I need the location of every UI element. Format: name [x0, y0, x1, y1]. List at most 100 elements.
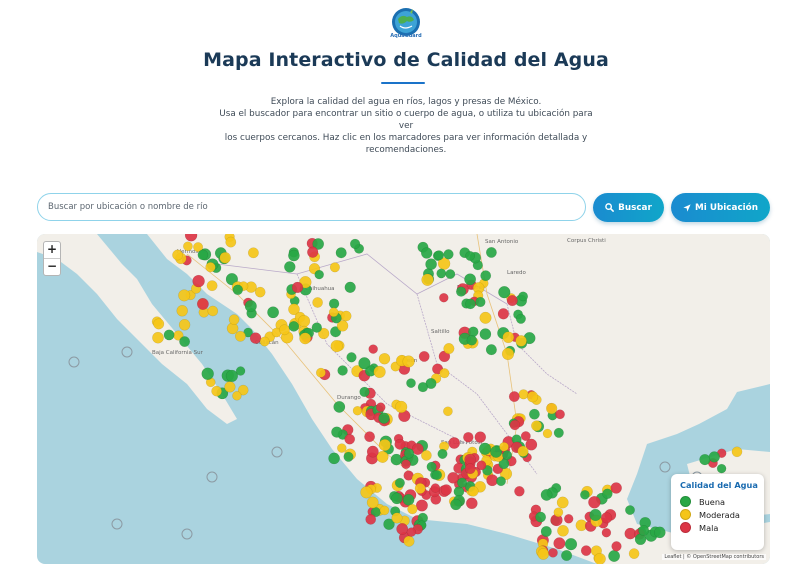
- water-quality-marker[interactable]: [406, 378, 416, 388]
- water-quality-marker[interactable]: [402, 355, 415, 368]
- water-quality-marker[interactable]: [542, 428, 553, 439]
- water-quality-marker[interactable]: [391, 512, 403, 524]
- water-quality-marker[interactable]: [490, 445, 503, 458]
- water-quality-marker[interactable]: [548, 547, 558, 558]
- water-quality-marker[interactable]: [314, 269, 324, 280]
- water-quality-marker[interactable]: [437, 257, 451, 270]
- water-quality-marker[interactable]: [466, 335, 478, 346]
- water-quality-marker[interactable]: [401, 459, 411, 470]
- water-quality-marker[interactable]: [556, 496, 569, 509]
- water-quality-marker[interactable]: [535, 511, 547, 523]
- zoom-out-button[interactable]: −: [44, 258, 60, 275]
- water-quality-marker[interactable]: [455, 286, 467, 297]
- water-quality-marker[interactable]: [420, 247, 433, 259]
- water-quality-marker[interactable]: [563, 514, 574, 524]
- water-quality-marker[interactable]: [259, 336, 270, 347]
- water-quality-marker[interactable]: [183, 241, 193, 252]
- water-quality-marker[interactable]: [561, 549, 573, 562]
- water-quality-marker[interactable]: [520, 431, 531, 442]
- water-quality-marker[interactable]: [207, 305, 219, 317]
- water-quality-marker[interactable]: [638, 525, 650, 536]
- water-quality-marker[interactable]: [485, 344, 497, 356]
- empty-site-marker[interactable]: [68, 356, 80, 368]
- water-quality-marker[interactable]: [608, 550, 621, 562]
- water-quality-marker[interactable]: [391, 492, 403, 505]
- water-quality-marker[interactable]: [365, 514, 377, 525]
- water-quality-marker[interactable]: [184, 234, 198, 242]
- water-quality-marker[interactable]: [465, 298, 476, 310]
- water-quality-marker[interactable]: [172, 249, 184, 261]
- water-quality-marker[interactable]: [421, 450, 432, 461]
- water-quality-marker[interactable]: [601, 527, 612, 538]
- water-quality-marker[interactable]: [602, 488, 613, 500]
- water-quality-marker[interactable]: [337, 443, 347, 453]
- water-quality-marker[interactable]: [546, 402, 558, 415]
- water-quality-marker[interactable]: [588, 496, 601, 509]
- water-quality-marker[interactable]: [375, 402, 386, 413]
- water-quality-marker[interactable]: [378, 352, 391, 365]
- water-quality-marker[interactable]: [235, 366, 246, 376]
- water-quality-marker[interactable]: [580, 489, 590, 500]
- water-quality-marker[interactable]: [406, 527, 417, 537]
- water-quality-marker[interactable]: [394, 477, 405, 488]
- water-quality-marker[interactable]: [478, 442, 492, 455]
- water-quality-marker[interactable]: [518, 389, 529, 400]
- water-quality-marker[interactable]: [502, 450, 513, 461]
- water-quality-marker[interactable]: [297, 314, 311, 328]
- empty-site-marker[interactable]: [271, 446, 283, 458]
- search-input[interactable]: [37, 193, 586, 221]
- water-quality-marker[interactable]: [580, 545, 592, 556]
- water-quality-marker[interactable]: [515, 335, 527, 347]
- water-quality-marker[interactable]: [440, 484, 452, 496]
- water-quality-marker[interactable]: [531, 420, 542, 432]
- water-quality-marker[interactable]: [447, 471, 459, 484]
- water-quality-marker[interactable]: [415, 499, 428, 512]
- water-quality-marker[interactable]: [224, 381, 236, 393]
- water-quality-marker[interactable]: [417, 381, 429, 393]
- water-quality-marker[interactable]: [402, 493, 415, 506]
- map-tiles[interactable]: Hermosillo San Antonio Monterrey Saltill…: [37, 234, 770, 564]
- water-quality-marker[interactable]: [152, 331, 164, 344]
- water-quality-marker[interactable]: [403, 535, 415, 547]
- water-quality-marker[interactable]: [376, 450, 389, 463]
- water-quality-marker[interactable]: [403, 448, 415, 459]
- water-quality-marker[interactable]: [653, 526, 666, 539]
- water-quality-marker[interactable]: [395, 400, 408, 414]
- water-quality-marker[interactable]: [368, 344, 378, 354]
- water-quality-marker[interactable]: [414, 482, 426, 494]
- water-quality-marker[interactable]: [364, 431, 376, 443]
- water-quality-marker[interactable]: [311, 322, 323, 333]
- water-quality-marker[interactable]: [498, 286, 511, 299]
- water-quality-marker[interactable]: [553, 507, 564, 518]
- water-quality-marker[interactable]: [463, 431, 474, 443]
- water-quality-marker[interactable]: [344, 433, 356, 445]
- water-quality-marker[interactable]: [196, 298, 209, 310]
- water-quality-marker[interactable]: [509, 419, 521, 431]
- water-quality-marker[interactable]: [288, 303, 300, 316]
- water-quality-marker[interactable]: [557, 524, 569, 537]
- water-quality-marker[interactable]: [378, 412, 390, 424]
- water-quality-marker[interactable]: [411, 443, 424, 455]
- water-quality-marker[interactable]: [192, 274, 205, 288]
- water-quality-marker[interactable]: [465, 250, 476, 261]
- water-quality-marker[interactable]: [506, 295, 518, 307]
- water-quality-marker[interactable]: [205, 262, 216, 273]
- water-quality-marker[interactable]: [502, 331, 515, 344]
- water-quality-marker[interactable]: [716, 463, 727, 474]
- water-quality-marker[interactable]: [232, 391, 242, 401]
- my-location-button[interactable]: Mi Ubicación: [671, 193, 770, 222]
- empty-site-marker[interactable]: [181, 528, 193, 540]
- empty-site-marker[interactable]: [206, 471, 218, 483]
- empty-site-marker[interactable]: [121, 346, 133, 358]
- water-quality-marker[interactable]: [465, 497, 478, 510]
- water-quality-marker[interactable]: [528, 408, 540, 420]
- water-quality-marker[interactable]: [329, 262, 340, 273]
- water-quality-marker[interactable]: [379, 505, 390, 516]
- water-quality-marker[interactable]: [480, 270, 492, 282]
- empty-site-marker[interactable]: [659, 461, 671, 473]
- water-quality-marker[interactable]: [464, 463, 476, 475]
- water-quality-marker[interactable]: [418, 350, 430, 362]
- water-quality-marker[interactable]: [219, 251, 231, 264]
- water-quality-marker[interactable]: [201, 367, 214, 381]
- water-quality-marker[interactable]: [589, 508, 602, 522]
